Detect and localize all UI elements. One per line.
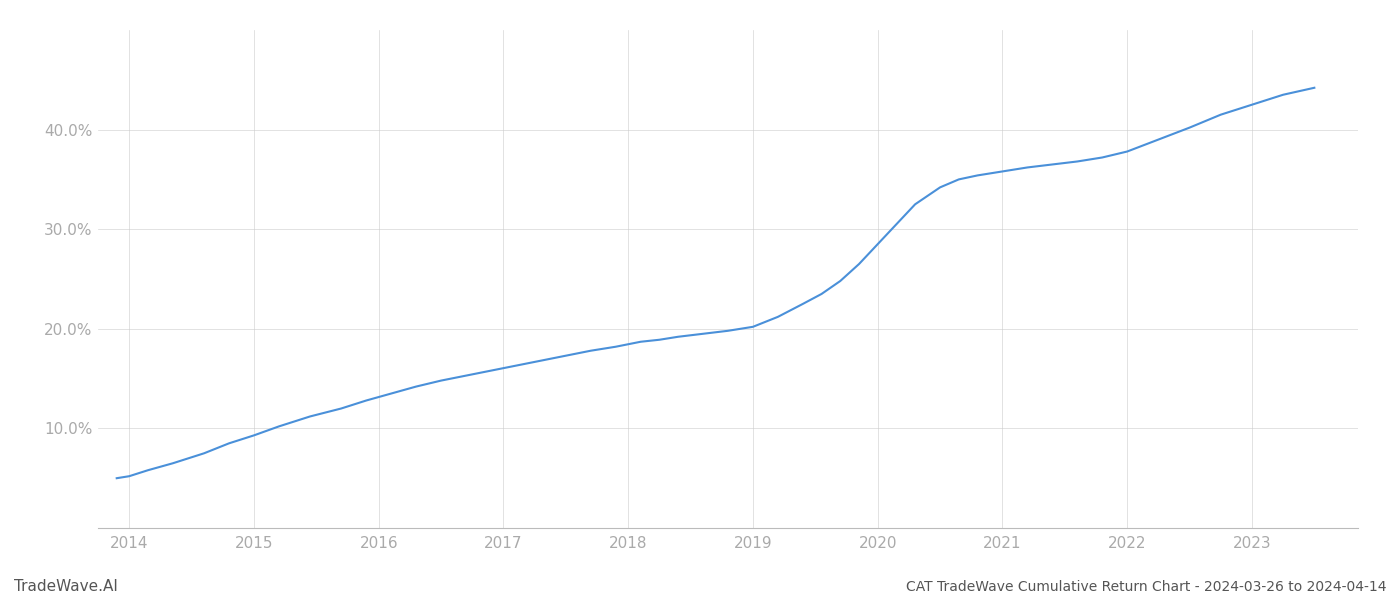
Text: TradeWave.AI: TradeWave.AI	[14, 579, 118, 594]
Text: CAT TradeWave Cumulative Return Chart - 2024-03-26 to 2024-04-14: CAT TradeWave Cumulative Return Chart - …	[906, 580, 1386, 594]
